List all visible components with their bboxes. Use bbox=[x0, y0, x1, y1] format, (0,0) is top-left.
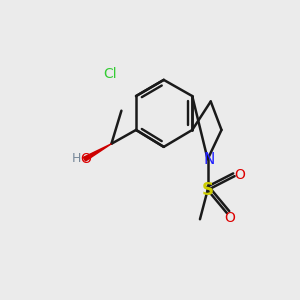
Text: N: N bbox=[203, 152, 215, 167]
Polygon shape bbox=[83, 144, 111, 161]
Text: H: H bbox=[72, 152, 81, 165]
Text: O: O bbox=[81, 152, 92, 166]
Text: O: O bbox=[224, 211, 235, 225]
Text: Cl: Cl bbox=[103, 67, 117, 81]
Text: O: O bbox=[235, 168, 245, 182]
Text: S: S bbox=[202, 181, 214, 199]
